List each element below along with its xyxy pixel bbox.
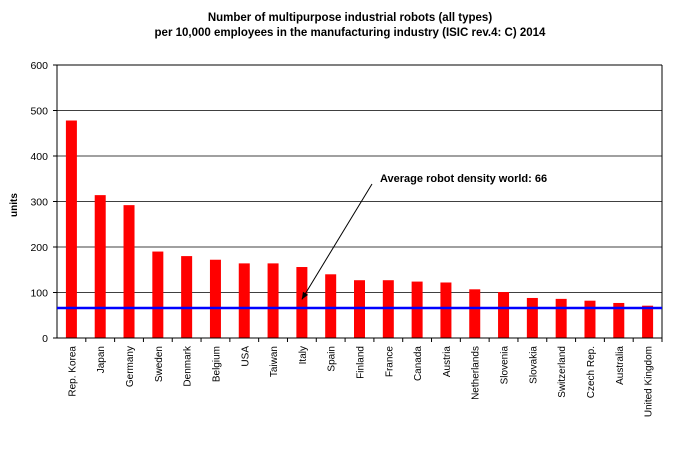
bar (123, 205, 135, 338)
x-tick-label: Denmark (183, 345, 194, 387)
x-tick-label: Slovakia (528, 346, 539, 384)
bar (325, 274, 337, 338)
bar (642, 305, 654, 338)
bar (65, 120, 77, 338)
bar (498, 292, 510, 338)
average-annotation-label: Average robot density world: 66 (380, 173, 547, 185)
x-tick-label: Canada (413, 346, 424, 381)
bar (209, 259, 221, 338)
x-tick-label: Austria (442, 346, 453, 378)
y-tick-label: 300 (30, 197, 48, 209)
bar (267, 263, 279, 338)
x-tick-label: Sweden (154, 346, 165, 382)
y-tick-label: 600 (30, 60, 48, 72)
chart-title-line-2: per 10,000 employees in the manufacturin… (155, 27, 547, 39)
annotation-arrow (301, 183, 373, 300)
annotation-arrowhead (301, 291, 309, 300)
bar (440, 282, 452, 338)
x-tick-label: USA (240, 346, 251, 367)
y-tick-label: 200 (30, 242, 48, 254)
bar (584, 300, 596, 338)
x-tick-label: Taiwan (269, 346, 280, 377)
bar (469, 289, 481, 338)
x-tick-label: Rep. Korea (67, 346, 78, 397)
bar (296, 267, 308, 338)
x-tick-label: Germany (125, 346, 136, 387)
bars (65, 120, 654, 338)
y-axis-label: units (9, 193, 20, 217)
x-tick-label: Finland (356, 346, 367, 379)
bar (94, 195, 106, 338)
y-axis-ticks: 0 100 200 300 400 500 600 (30, 60, 57, 345)
bar (181, 256, 193, 338)
x-tick-label: Spain (327, 346, 338, 372)
chart-title-line-1: Number of multipurpose industrial robots… (208, 12, 492, 24)
bar (238, 263, 250, 338)
bar (526, 297, 538, 338)
x-tick-label: Switzerland (557, 346, 568, 398)
bar (152, 251, 164, 338)
y-tick-label: 100 (30, 288, 48, 300)
x-tick-label: Australia (615, 346, 626, 385)
x-tick-label: Belgium (211, 346, 222, 382)
y-tick-label: 400 (30, 151, 48, 163)
gridlines (57, 64, 662, 293)
bar (411, 281, 423, 338)
x-tick-label: France (384, 346, 395, 378)
bar (555, 298, 567, 338)
y-tick-label: 500 (30, 106, 48, 118)
x-tick-label: Czech Rep. (586, 346, 597, 398)
x-tick-label: Italy (298, 346, 309, 364)
x-tick-label: United Kingdom (644, 346, 655, 417)
x-tick-label: Japan (96, 346, 107, 373)
x-axis-ticks: Rep. Korea Japan Germany Sweden Denmark Belgi… (67, 338, 663, 417)
x-tick-label: Slovenia (500, 346, 511, 385)
x-tick-label: Netherlands (471, 346, 482, 400)
bar (613, 302, 625, 338)
y-tick-label: 0 (42, 333, 48, 345)
